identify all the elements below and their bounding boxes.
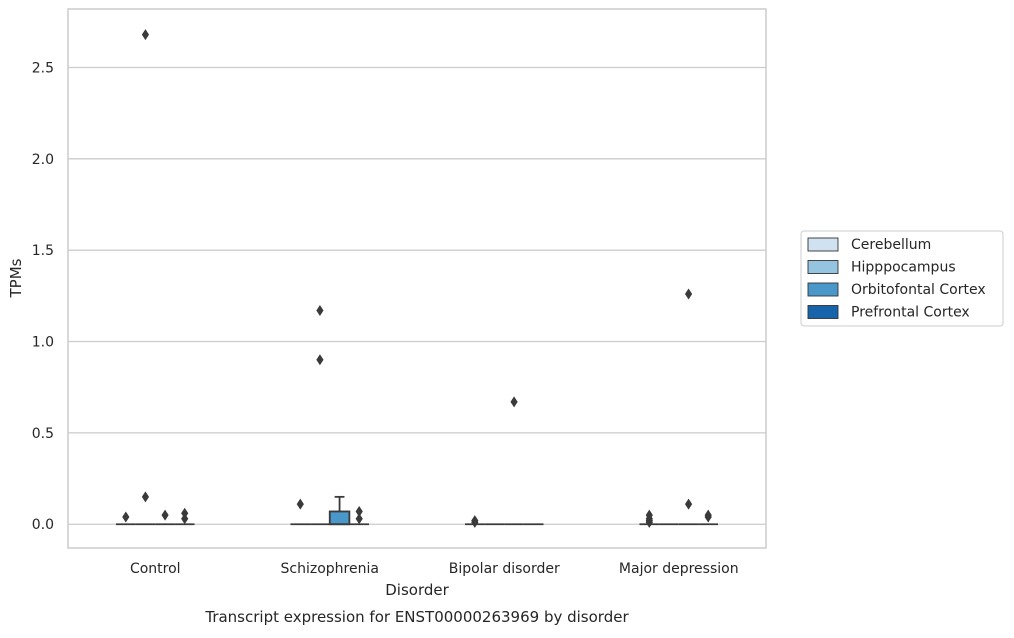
box-group (135, 29, 156, 526)
outlier-point (510, 396, 518, 408)
outlier-point (316, 304, 324, 316)
y-tick-label: 0.5 (32, 426, 54, 442)
outlier-point (355, 505, 363, 517)
x-tick-label: Major depression (619, 561, 739, 577)
legend-label: Orbitofontal Cortex (851, 282, 986, 298)
box-group (155, 509, 175, 526)
outlier-point (141, 491, 150, 503)
box-group (678, 288, 699, 526)
outlier-point (161, 509, 169, 521)
legend-swatch (807, 237, 839, 252)
legend-frame (800, 230, 1004, 327)
y-tick-label: 0.0 (32, 517, 54, 533)
box-group (115, 511, 136, 526)
box-rect (328, 510, 351, 526)
box-layer (115, 29, 719, 528)
x-tick-label: Schizophrenia (281, 561, 379, 577)
legend-label: Hipppocampus (851, 260, 956, 276)
y-tick-label: 2.5 (32, 60, 54, 76)
y-tick-labels: 0.0 0.5 1.0 1.5 2.0 2.5 (32, 60, 54, 533)
y-axis-label: TPMs (7, 258, 25, 298)
legend-swatch (807, 260, 839, 274)
legend-label: Cerebellum (851, 237, 931, 253)
box-group (639, 509, 660, 528)
box-group (698, 509, 719, 526)
plot-frame (67, 8, 767, 549)
legend-swatch (807, 305, 839, 319)
box-group (290, 498, 311, 526)
y-tick-label: 1.5 (32, 243, 54, 259)
y-tick-label: 1.0 (32, 335, 54, 351)
box-group (310, 304, 330, 526)
outlier-point (141, 29, 150, 41)
box-group (174, 507, 195, 526)
outlier-point (704, 511, 712, 523)
x-axis-label: Disorder (385, 581, 449, 599)
x-tick-label: Bipolar disorder (449, 561, 560, 577)
outlier-point (122, 511, 130, 523)
box-group (464, 515, 485, 528)
legend: Cerebellum Hipppocampus Orbitofontal Corte… (800, 230, 1004, 327)
x-tick-labels: Control Schizophrenia Bipolar disorder Majo… (130, 561, 739, 577)
box-group (349, 505, 370, 526)
outlier-point (316, 354, 324, 366)
x-tick-label: Control (130, 561, 181, 577)
y-tick-label: 2.0 (32, 152, 54, 168)
legend-label: Prefrontal Cortex (851, 305, 970, 321)
legend-swatch (807, 282, 839, 297)
box-group (328, 495, 351, 526)
outlier-point (684, 288, 693, 300)
grid-layer (68, 66, 766, 525)
chart-caption: Transcript expression for ENST0000026396… (204, 608, 629, 626)
outlier-point (471, 516, 479, 528)
outlier-point (645, 516, 653, 528)
outlier-point (296, 498, 304, 510)
box-group (504, 396, 524, 526)
outlier-point (355, 513, 363, 525)
outlier-point (684, 498, 693, 510)
outlier-point (181, 513, 189, 525)
